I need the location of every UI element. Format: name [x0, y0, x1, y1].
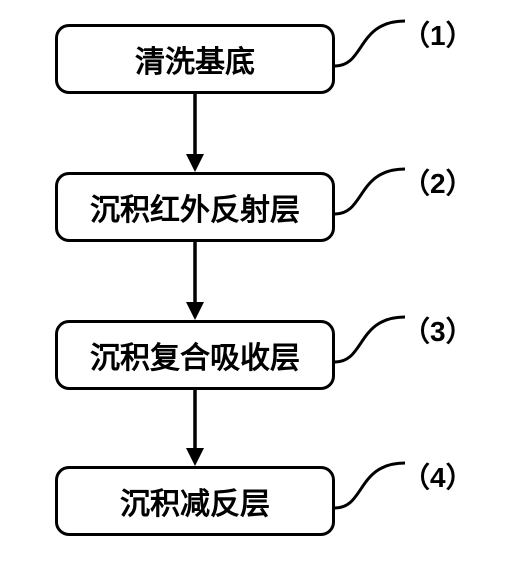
- step-label: （3）: [402, 310, 474, 350]
- arrow-down-icon: [180, 390, 210, 466]
- arrow-down-icon: [180, 94, 210, 172]
- node-text: 清洗基底: [135, 37, 255, 81]
- leader-line: [335, 164, 410, 224]
- step-label: （1）: [402, 14, 474, 54]
- node-text: 沉积红外反射层: [90, 185, 300, 229]
- step-label: （4）: [402, 456, 474, 496]
- leader-line: [335, 16, 410, 76]
- arrow-down-icon: [180, 242, 210, 320]
- node-text: 沉积复合吸收层: [90, 333, 300, 377]
- leader-line: [335, 458, 410, 518]
- flow-node: 沉积复合吸收层: [55, 320, 335, 390]
- node-text: 沉积减反层: [120, 479, 270, 523]
- flowchart-container: 清洗基底 沉积红外反射层 沉积复合吸收层 沉积减反层 （1） （2） （3） （…: [0, 0, 531, 572]
- step-label: （2）: [402, 162, 474, 202]
- flow-node: 清洗基底: [55, 24, 335, 94]
- flow-node: 沉积减反层: [55, 466, 335, 536]
- leader-line: [335, 312, 410, 372]
- flow-node: 沉积红外反射层: [55, 172, 335, 242]
